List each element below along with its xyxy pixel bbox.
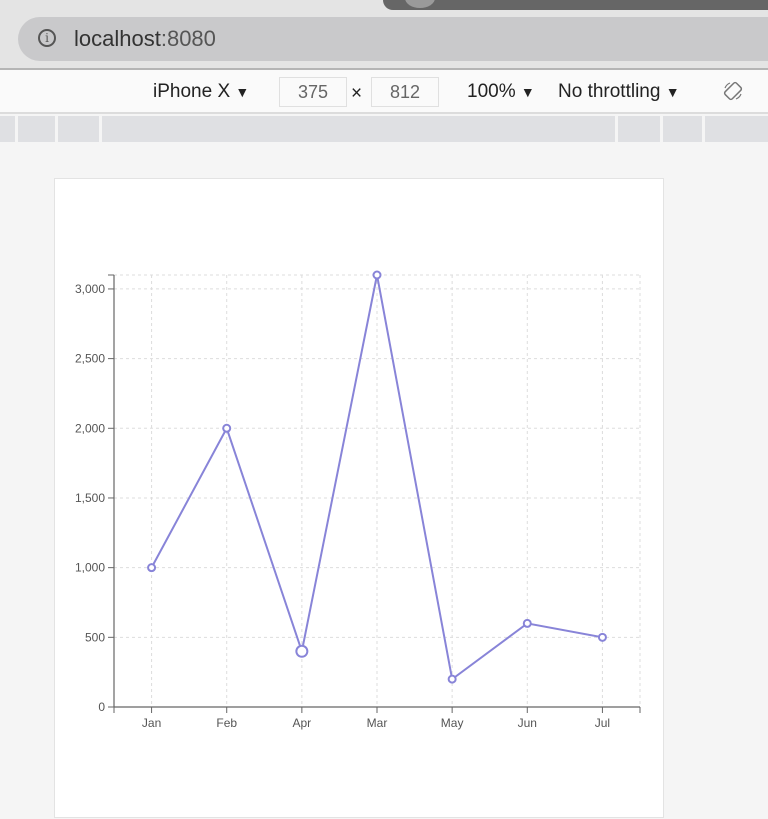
device-toolbar: iPhone X ▼ 375 × 812 100% ▼ No throttlin…	[0, 68, 768, 114]
line-series	[147, 270, 607, 684]
y-axis: 0 500 1,000 1,500 2,000 2,500 3,000	[75, 274, 115, 714]
y-tick-label: 1,500	[75, 491, 105, 505]
address-bar[interactable]: i localhost:8080	[18, 17, 768, 61]
grid	[114, 274, 641, 707]
data-point[interactable]	[372, 270, 382, 280]
chevron-down-icon: ▼	[520, 84, 535, 100]
info-icon[interactable]: i	[38, 29, 56, 47]
browser-top-bar: i localhost:8080	[0, 0, 768, 68]
data-point[interactable]	[222, 423, 232, 433]
media-query-bar	[0, 116, 768, 142]
width-input[interactable]: 375	[279, 77, 347, 107]
chevron-down-icon: ▼	[665, 84, 680, 100]
browser-tab[interactable]	[383, 0, 768, 10]
x-tick-label: Jun	[518, 716, 537, 730]
height-input[interactable]: 812	[371, 77, 439, 107]
zoom-value: 100%	[467, 81, 516, 102]
device-select[interactable]: iPhone X ▼	[153, 81, 249, 103]
y-tick-label: 3,000	[75, 282, 105, 296]
x-tick-label: May	[441, 716, 464, 730]
chart-card: 0 500 1,000 1,500 2,000 2,500 3,000 Jan Feb Apr Ma…	[54, 178, 664, 818]
throttling-select[interactable]: No throttling ▼	[558, 81, 680, 103]
x-tick-label: Feb	[216, 716, 237, 730]
rotate-icon[interactable]	[722, 80, 744, 102]
y-tick-label: 2,500	[75, 352, 105, 366]
y-tick-label: 1,000	[75, 561, 105, 575]
x-tick-label: Jul	[595, 716, 610, 730]
x-tick-label: Mar	[367, 716, 388, 730]
x-tick-label: Jan	[142, 716, 161, 730]
url-port: :8080	[160, 26, 216, 51]
url-host: localhost	[74, 26, 161, 51]
data-point[interactable]	[522, 618, 532, 628]
y-tick-label: 500	[85, 630, 105, 644]
device-name: iPhone X	[153, 81, 231, 102]
data-point[interactable]	[295, 644, 309, 658]
times-sign: ×	[351, 83, 363, 104]
y-tick-label: 2,000	[75, 421, 105, 435]
x-axis: Jan Feb Apr Mar May Jun Jul	[113, 706, 641, 730]
data-point[interactable]	[597, 632, 607, 642]
data-point[interactable]	[147, 563, 157, 573]
line-chart: 0 500 1,000 1,500 2,000 2,500 3,000 Jan Feb Apr Ma…	[75, 270, 641, 730]
zoom-select[interactable]: 100% ▼	[467, 81, 535, 103]
throttling-value: No throttling	[558, 81, 661, 102]
y-tick-label: 0	[98, 700, 105, 714]
chevron-down-icon: ▼	[235, 84, 250, 100]
x-tick-label: Apr	[293, 716, 312, 730]
tab-favicon	[405, 0, 435, 8]
data-point[interactable]	[447, 674, 457, 684]
url-text[interactable]: localhost:8080	[74, 26, 216, 52]
